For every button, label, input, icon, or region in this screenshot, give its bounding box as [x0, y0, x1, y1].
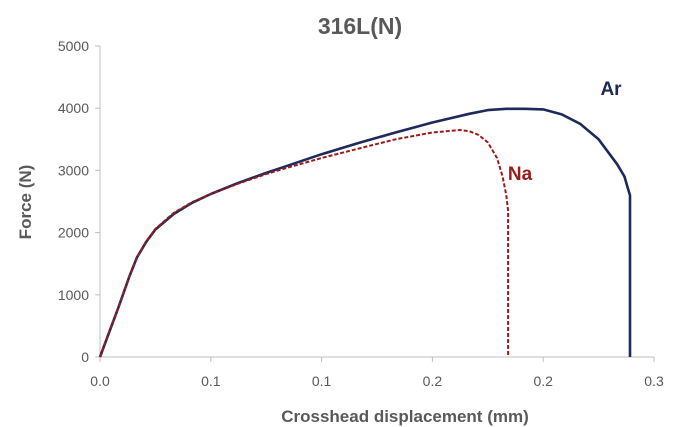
x-tick-label: 0.2	[533, 373, 553, 389]
chart-title: 316L(N)	[318, 13, 402, 39]
axes	[95, 45, 655, 362]
series-line-ar	[98, 107, 632, 358]
x-tick-label: 0.1	[312, 373, 332, 389]
series-label-na: Na	[508, 164, 533, 185]
x-tick-label: 0.3	[644, 373, 664, 389]
series-line-na	[99, 129, 510, 358]
y-tick-label: 2000	[58, 225, 89, 241]
y-axis-title: Force (N)	[16, 165, 35, 240]
y-tick-label: 0	[81, 349, 89, 365]
y-tick-label: 5000	[58, 38, 89, 54]
x-tick-label: 0.0	[90, 373, 110, 389]
y-tick-label: 4000	[58, 100, 89, 116]
tick-labels: 0 1000 2000 3000 4000 5000 0.0 0.1 0.1 0.2 0.2 0.3	[58, 38, 664, 389]
y-tick-label: 3000	[58, 162, 89, 178]
x-tick-label: 0.1	[201, 373, 221, 389]
series-lines	[98, 107, 632, 358]
x-axis-title: Crosshead displacement (mm)	[281, 407, 529, 426]
series-labels: Ar Na	[508, 79, 622, 185]
y-tick-label: 1000	[58, 287, 89, 303]
series-label-ar: Ar	[600, 79, 622, 100]
x-tick-label: 0.2	[423, 373, 443, 389]
